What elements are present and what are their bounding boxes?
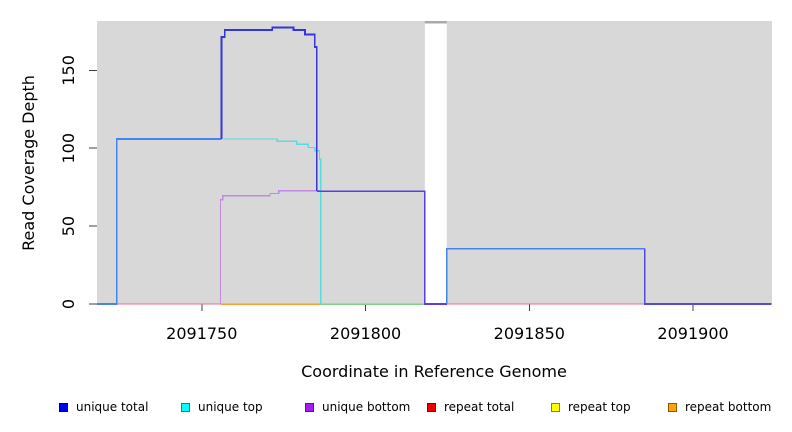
x-tick-label: 2091850 xyxy=(494,324,565,343)
series-unique-bottom xyxy=(219,190,321,304)
x-axis-title: Coordinate in Reference Genome xyxy=(301,362,567,381)
y-axis-title: Read Coverage Depth xyxy=(19,75,38,251)
x-tick-label: 2091750 xyxy=(166,324,237,343)
x-tick-label: 2091900 xyxy=(657,324,728,343)
y-tick-label: 50 xyxy=(59,216,78,236)
series-unique-total xyxy=(643,248,772,305)
series-unique-total xyxy=(220,26,318,192)
y-tick-label: 100 xyxy=(59,133,78,164)
series-unique-top xyxy=(223,138,322,304)
y-tick-label: 0 xyxy=(59,299,78,309)
series-unique-total xyxy=(316,190,447,305)
y-tick-label: 150 xyxy=(59,55,78,86)
no-data-gap-top-bar xyxy=(424,21,447,24)
no-data-gap xyxy=(424,23,447,304)
series-unique-total xyxy=(445,247,645,304)
x-tick-label: 2091800 xyxy=(330,324,401,343)
series-unique-total xyxy=(97,138,222,305)
